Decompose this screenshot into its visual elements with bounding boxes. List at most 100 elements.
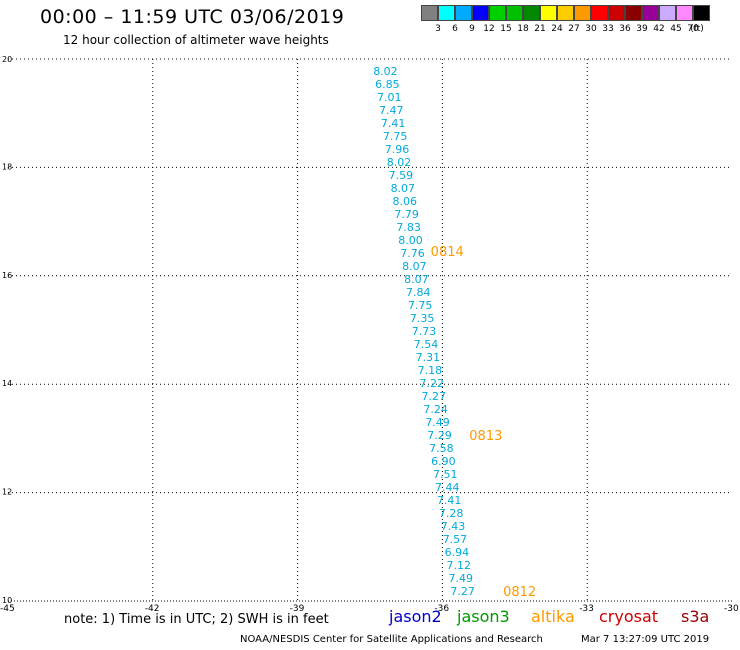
scale-label: 70 [687, 24, 699, 34]
swh-label: 7.59 [389, 169, 414, 182]
scale-label: 33 [602, 24, 614, 34]
satellite-jason2: jason2 [389, 607, 442, 626]
swh-label: 6.94 [445, 546, 470, 559]
swh-label: 7.58 [429, 442, 454, 455]
swh-label: 7.84 [406, 286, 431, 299]
scale-label: 3 [435, 24, 441, 34]
satellite-jason3: jason3 [457, 607, 510, 626]
swh-label: 7.18 [418, 364, 443, 377]
scale-label: 21 [534, 24, 546, 34]
lat-tick-label: 16 [2, 271, 12, 280]
scale-swatch [506, 5, 523, 21]
swh-label: 7.41 [381, 117, 406, 130]
swh-label: 7.28 [439, 507, 464, 520]
scale-swatch [438, 5, 455, 21]
swh-label: 7.76 [400, 247, 425, 260]
scale-swatch [472, 5, 489, 21]
scale-label: 45 [670, 24, 682, 34]
swh-label: 7.75 [383, 130, 408, 143]
swh-label: 7.22 [420, 377, 445, 390]
swh-label: 7.27 [450, 585, 475, 598]
swh-label: 8.00 [398, 234, 423, 247]
scale-swatch [421, 5, 438, 21]
swh-label: 7.01 [377, 91, 402, 104]
swh-label: 7.44 [435, 481, 460, 494]
swh-label: 7.31 [416, 351, 441, 364]
scale-label: 39 [636, 24, 648, 34]
swh-label: 7.47 [379, 104, 404, 117]
swh-label: 8.07 [402, 260, 427, 273]
time-label: 0813 [469, 429, 502, 444]
scale-label: 18 [517, 24, 529, 34]
lon-tick-label: -42 [145, 604, 160, 614]
swh-label: 7.12 [447, 559, 472, 572]
lon-tick-label: -39 [290, 604, 305, 614]
scale-swatch [591, 5, 608, 21]
swh-label: 8.07 [391, 182, 416, 195]
time-label: 0812 [503, 585, 536, 600]
scale-swatch [659, 5, 676, 21]
swh-label: 8.02 [387, 156, 412, 169]
swh-label: 7.54 [414, 338, 439, 351]
scale-swatch [608, 5, 625, 21]
swh-label: 6.90 [431, 455, 456, 468]
swh-label: 7.49 [448, 572, 473, 585]
scale-label: 6 [452, 24, 458, 34]
scale-label: 30 [585, 24, 597, 34]
scale-swatch [693, 5, 710, 21]
units-note: note: 1) Time is in UTC; 2) SWH is in fe… [64, 612, 329, 627]
scale-swatch [557, 5, 574, 21]
swh-label: 7.49 [425, 416, 450, 429]
swh-label: 6.85 [375, 78, 400, 91]
swh-label: 7.75 [408, 299, 433, 312]
scale-label: 27 [568, 24, 580, 34]
lat-tick-label: 14 [2, 379, 12, 388]
credit-line: NOAA/NESDIS Center for Satellite Applica… [240, 634, 543, 645]
swh-label: 7.41 [437, 494, 462, 507]
swh-label: 7.51 [433, 468, 458, 481]
satellite-altika: altika [531, 607, 575, 626]
lat-tick-label: 10 [2, 596, 12, 605]
lon-tick-label: -30 [724, 604, 739, 614]
scale-label: 15 [500, 24, 512, 34]
swh-label: 7.43 [441, 520, 466, 533]
swh-label: 7.24 [423, 403, 448, 416]
satellite-cryosat: cryosat [599, 607, 659, 626]
satellite-s3a: s3a [681, 607, 710, 626]
scale-swatch [523, 5, 540, 21]
axis-tick-labels: -45 -42 -39 -36 -33 -30 10 12 14 16 18 20 [0, 55, 739, 614]
swh-label: 7.96 [385, 143, 410, 156]
lat-lon-grid [8, 58, 732, 602]
lat-tick-label: 20 [2, 55, 12, 64]
scale-label: 36 [619, 24, 631, 34]
swh-label: 7.35 [410, 312, 435, 325]
swh-label: 7.57 [443, 533, 468, 546]
swh-label: 8.07 [404, 273, 429, 286]
scale-swatch [625, 5, 642, 21]
swh-label: 7.73 [412, 325, 437, 338]
lon-tick-label: -33 [579, 604, 594, 614]
observation-labels: 8.026.857.017.477.417.757.968.027.598.07… [373, 65, 475, 598]
swh-label: 7.83 [396, 221, 421, 234]
scale-unit: (ft) [690, 24, 704, 34]
scale-label: 24 [551, 24, 563, 34]
swh-label: 7.29 [427, 429, 452, 442]
map-subtitle: 12 hour collection of altimeter wave hei… [63, 33, 329, 47]
time-label: 0814 [431, 245, 464, 260]
swh-label: 7.27 [421, 390, 446, 403]
scale-swatch [540, 5, 557, 21]
swh-label: 7.79 [394, 208, 419, 221]
scale-swatch [676, 5, 693, 21]
scale-swatch [489, 5, 506, 21]
time-labels: 0814 0813 0812 [431, 245, 536, 600]
scale-label: 12 [483, 24, 495, 34]
scale-label: 9 [469, 24, 475, 34]
map-title: 00:00 – 11:59 UTC 03/06/2019 [40, 6, 345, 28]
swh-label: 8.06 [393, 195, 418, 208]
scale-label: 42 [653, 24, 665, 34]
lon-tick-label: -45 [0, 604, 15, 614]
swh-label: 8.02 [373, 65, 398, 78]
scale-swatch [574, 5, 591, 21]
lon-tick-label: -36 [434, 604, 449, 614]
